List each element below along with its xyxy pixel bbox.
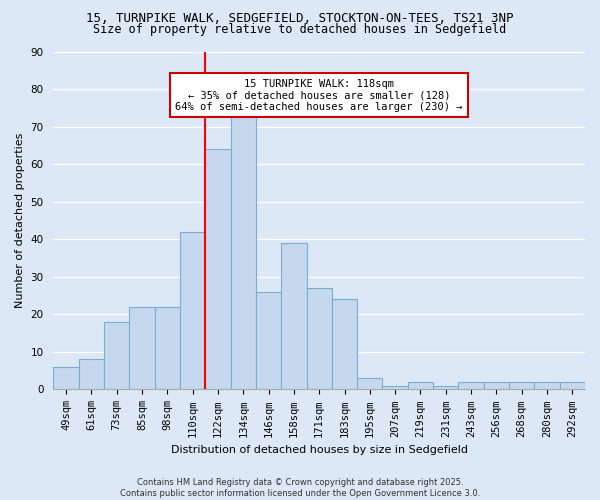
- X-axis label: Distribution of detached houses by size in Sedgefield: Distribution of detached houses by size …: [171, 445, 468, 455]
- Bar: [560, 382, 585, 390]
- Bar: [104, 322, 130, 390]
- Bar: [130, 307, 155, 390]
- Text: Contains HM Land Registry data © Crown copyright and database right 2025.
Contai: Contains HM Land Registry data © Crown c…: [120, 478, 480, 498]
- Bar: [332, 300, 357, 390]
- Bar: [382, 386, 408, 390]
- Bar: [205, 149, 230, 390]
- Bar: [458, 382, 484, 390]
- Bar: [433, 386, 458, 390]
- Bar: [357, 378, 382, 390]
- Bar: [230, 116, 256, 390]
- Bar: [408, 382, 433, 390]
- Bar: [256, 292, 281, 390]
- Bar: [53, 367, 79, 390]
- Text: 15, TURNPIKE WALK, SEDGEFIELD, STOCKTON-ON-TEES, TS21 3NP: 15, TURNPIKE WALK, SEDGEFIELD, STOCKTON-…: [86, 12, 514, 26]
- Y-axis label: Number of detached properties: Number of detached properties: [15, 133, 25, 308]
- Bar: [509, 382, 535, 390]
- Bar: [535, 382, 560, 390]
- Bar: [79, 360, 104, 390]
- Bar: [307, 288, 332, 390]
- Bar: [484, 382, 509, 390]
- Text: 15 TURNPIKE WALK: 118sqm
← 35% of detached houses are smaller (128)
64% of semi-: 15 TURNPIKE WALK: 118sqm ← 35% of detach…: [175, 78, 463, 112]
- Bar: [155, 307, 180, 390]
- Bar: [281, 243, 307, 390]
- Bar: [180, 232, 205, 390]
- Text: Size of property relative to detached houses in Sedgefield: Size of property relative to detached ho…: [94, 22, 506, 36]
